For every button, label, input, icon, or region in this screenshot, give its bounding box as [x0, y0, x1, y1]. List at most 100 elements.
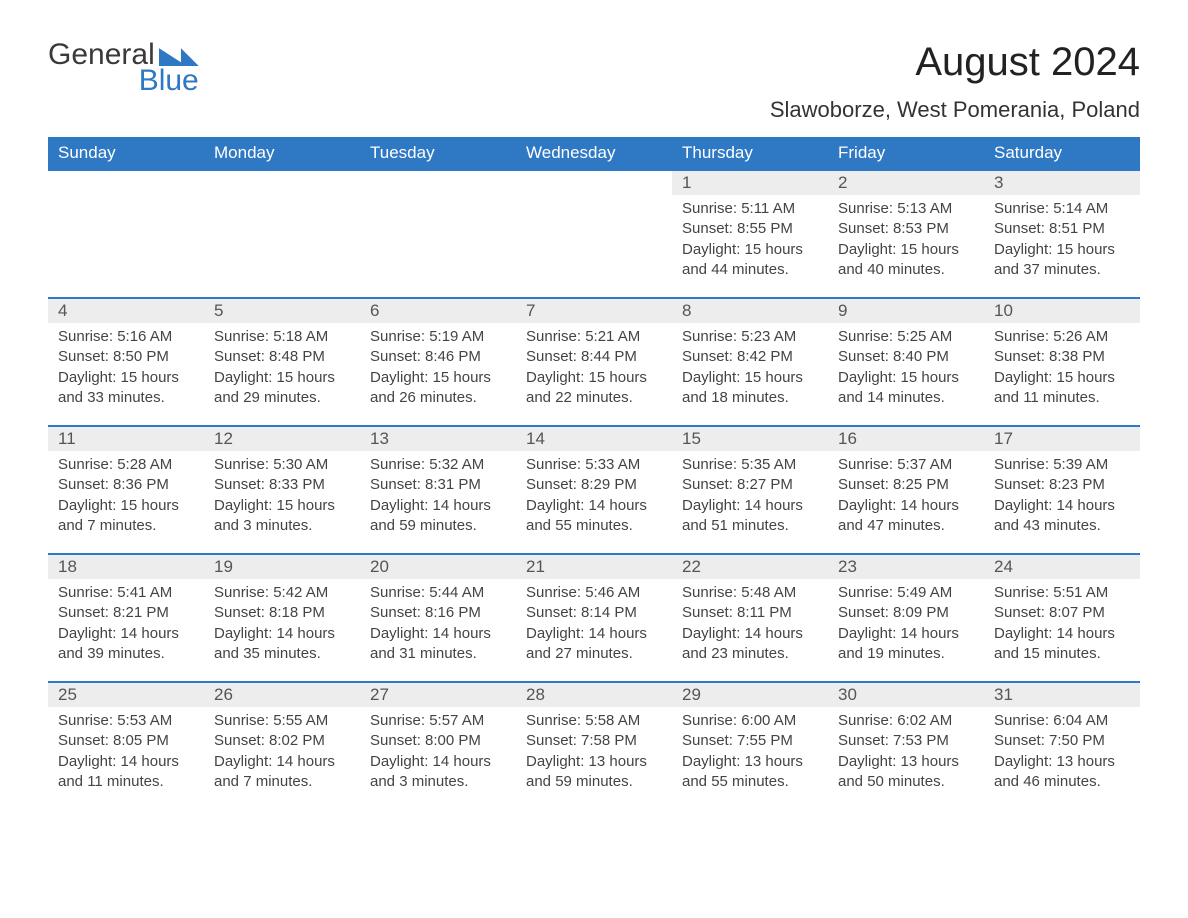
- day-details: Sunrise: 5:26 AMSunset: 8:38 PMDaylight:…: [984, 323, 1140, 408]
- day-number: 5: [204, 299, 360, 323]
- day-details: Sunrise: 5:39 AMSunset: 8:23 PMDaylight:…: [984, 451, 1140, 536]
- brand-logo: General Blue: [48, 40, 199, 96]
- daylight-line: Daylight: 14 hours and 27 minutes.: [526, 624, 662, 665]
- calendar-cell: 12Sunrise: 5:30 AMSunset: 8:33 PMDayligh…: [204, 425, 360, 553]
- sunrise-line: Sunrise: 5:16 AM: [58, 327, 194, 347]
- day-details: Sunrise: 6:04 AMSunset: 7:50 PMDaylight:…: [984, 707, 1140, 792]
- sunset-line: Sunset: 8:27 PM: [682, 475, 818, 495]
- page-title: August 2024: [770, 40, 1140, 85]
- calendar-cell: 14Sunrise: 5:33 AMSunset: 8:29 PMDayligh…: [516, 425, 672, 553]
- calendar-cell-empty: [516, 169, 672, 297]
- daylight-line: Daylight: 15 hours and 14 minutes.: [838, 368, 974, 409]
- daylight-line: Daylight: 14 hours and 23 minutes.: [682, 624, 818, 665]
- day-number: 24: [984, 555, 1140, 579]
- sunset-line: Sunset: 8:02 PM: [214, 731, 350, 751]
- calendar-cell: 17Sunrise: 5:39 AMSunset: 8:23 PMDayligh…: [984, 425, 1140, 553]
- day-details: Sunrise: 5:21 AMSunset: 8:44 PMDaylight:…: [516, 323, 672, 408]
- day-number: 31: [984, 683, 1140, 707]
- daylight-line: Daylight: 15 hours and 40 minutes.: [838, 240, 974, 281]
- sunrise-line: Sunrise: 5:19 AM: [370, 327, 506, 347]
- sunrise-line: Sunrise: 5:42 AM: [214, 583, 350, 603]
- weekday-header: Sunday: [48, 137, 204, 169]
- calendar-cell: 29Sunrise: 6:00 AMSunset: 7:55 PMDayligh…: [672, 681, 828, 809]
- day-number: 7: [516, 299, 672, 323]
- calendar-cell: 5Sunrise: 5:18 AMSunset: 8:48 PMDaylight…: [204, 297, 360, 425]
- day-number: 2: [828, 171, 984, 195]
- daylight-line: Daylight: 15 hours and 7 minutes.: [58, 496, 194, 537]
- sunrise-line: Sunrise: 5:57 AM: [370, 711, 506, 731]
- sunset-line: Sunset: 8:50 PM: [58, 347, 194, 367]
- daylight-line: Daylight: 13 hours and 50 minutes.: [838, 752, 974, 793]
- calendar-cell: 16Sunrise: 5:37 AMSunset: 8:25 PMDayligh…: [828, 425, 984, 553]
- sunset-line: Sunset: 8:48 PM: [214, 347, 350, 367]
- daylight-line: Daylight: 14 hours and 43 minutes.: [994, 496, 1130, 537]
- day-number: 1: [672, 171, 828, 195]
- location-subtitle: Slawoborze, West Pomerania, Poland: [770, 97, 1140, 123]
- calendar-cell: 22Sunrise: 5:48 AMSunset: 8:11 PMDayligh…: [672, 553, 828, 681]
- sunrise-line: Sunrise: 5:55 AM: [214, 711, 350, 731]
- day-number: 9: [828, 299, 984, 323]
- sunset-line: Sunset: 8:44 PM: [526, 347, 662, 367]
- calendar-header-row: SundayMondayTuesdayWednesdayThursdayFrid…: [48, 137, 1140, 169]
- weekday-header: Monday: [204, 137, 360, 169]
- sunrise-line: Sunrise: 5:41 AM: [58, 583, 194, 603]
- daylight-line: Daylight: 15 hours and 3 minutes.: [214, 496, 350, 537]
- sunrise-line: Sunrise: 5:49 AM: [838, 583, 974, 603]
- daylight-line: Daylight: 13 hours and 55 minutes.: [682, 752, 818, 793]
- weekday-header: Friday: [828, 137, 984, 169]
- sunrise-line: Sunrise: 5:21 AM: [526, 327, 662, 347]
- day-number: 15: [672, 427, 828, 451]
- daylight-line: Daylight: 14 hours and 7 minutes.: [214, 752, 350, 793]
- day-details: Sunrise: 5:30 AMSunset: 8:33 PMDaylight:…: [204, 451, 360, 536]
- day-number: 11: [48, 427, 204, 451]
- calendar-cell: 20Sunrise: 5:44 AMSunset: 8:16 PMDayligh…: [360, 553, 516, 681]
- sunrise-line: Sunrise: 5:25 AM: [838, 327, 974, 347]
- daylight-line: Daylight: 15 hours and 26 minutes.: [370, 368, 506, 409]
- day-number: 8: [672, 299, 828, 323]
- calendar-cell: 4Sunrise: 5:16 AMSunset: 8:50 PMDaylight…: [48, 297, 204, 425]
- day-details: Sunrise: 5:57 AMSunset: 8:00 PMDaylight:…: [360, 707, 516, 792]
- sunset-line: Sunset: 8:38 PM: [994, 347, 1130, 367]
- day-number: 25: [48, 683, 204, 707]
- calendar-cell: 10Sunrise: 5:26 AMSunset: 8:38 PMDayligh…: [984, 297, 1140, 425]
- sunrise-line: Sunrise: 5:26 AM: [994, 327, 1130, 347]
- sunrise-line: Sunrise: 5:46 AM: [526, 583, 662, 603]
- day-number: 6: [360, 299, 516, 323]
- day-details: Sunrise: 5:18 AMSunset: 8:48 PMDaylight:…: [204, 323, 360, 408]
- calendar-cell: 1Sunrise: 5:11 AMSunset: 8:55 PMDaylight…: [672, 169, 828, 297]
- sunrise-line: Sunrise: 5:30 AM: [214, 455, 350, 475]
- sunrise-line: Sunrise: 5:39 AM: [994, 455, 1130, 475]
- day-details: Sunrise: 5:23 AMSunset: 8:42 PMDaylight:…: [672, 323, 828, 408]
- sunset-line: Sunset: 8:18 PM: [214, 603, 350, 623]
- daylight-line: Daylight: 14 hours and 31 minutes.: [370, 624, 506, 665]
- sunset-line: Sunset: 8:00 PM: [370, 731, 506, 751]
- day-number: 27: [360, 683, 516, 707]
- day-details: Sunrise: 5:33 AMSunset: 8:29 PMDaylight:…: [516, 451, 672, 536]
- calendar-cell: 26Sunrise: 5:55 AMSunset: 8:02 PMDayligh…: [204, 681, 360, 809]
- calendar-cell: 8Sunrise: 5:23 AMSunset: 8:42 PMDaylight…: [672, 297, 828, 425]
- sunset-line: Sunset: 8:14 PM: [526, 603, 662, 623]
- day-details: Sunrise: 5:13 AMSunset: 8:53 PMDaylight:…: [828, 195, 984, 280]
- day-details: Sunrise: 5:49 AMSunset: 8:09 PMDaylight:…: [828, 579, 984, 664]
- sunrise-line: Sunrise: 5:48 AM: [682, 583, 818, 603]
- daylight-line: Daylight: 15 hours and 33 minutes.: [58, 368, 194, 409]
- sunrise-line: Sunrise: 5:28 AM: [58, 455, 194, 475]
- calendar-cell: 30Sunrise: 6:02 AMSunset: 7:53 PMDayligh…: [828, 681, 984, 809]
- weekday-header: Thursday: [672, 137, 828, 169]
- calendar-cell: 18Sunrise: 5:41 AMSunset: 8:21 PMDayligh…: [48, 553, 204, 681]
- calendar-cell-empty: [48, 169, 204, 297]
- daylight-line: Daylight: 15 hours and 37 minutes.: [994, 240, 1130, 281]
- sunrise-line: Sunrise: 5:13 AM: [838, 199, 974, 219]
- sunrise-line: Sunrise: 6:02 AM: [838, 711, 974, 731]
- calendar-cell: 13Sunrise: 5:32 AMSunset: 8:31 PMDayligh…: [360, 425, 516, 553]
- calendar-cell: 24Sunrise: 5:51 AMSunset: 8:07 PMDayligh…: [984, 553, 1140, 681]
- brand-word-2: Blue: [48, 66, 199, 96]
- sunrise-line: Sunrise: 5:33 AM: [526, 455, 662, 475]
- sunrise-line: Sunrise: 6:04 AM: [994, 711, 1130, 731]
- day-number: 20: [360, 555, 516, 579]
- calendar-cell-empty: [360, 169, 516, 297]
- daylight-line: Daylight: 14 hours and 51 minutes.: [682, 496, 818, 537]
- calendar-cell-empty: [204, 169, 360, 297]
- sunrise-line: Sunrise: 5:11 AM: [682, 199, 818, 219]
- sunrise-line: Sunrise: 5:44 AM: [370, 583, 506, 603]
